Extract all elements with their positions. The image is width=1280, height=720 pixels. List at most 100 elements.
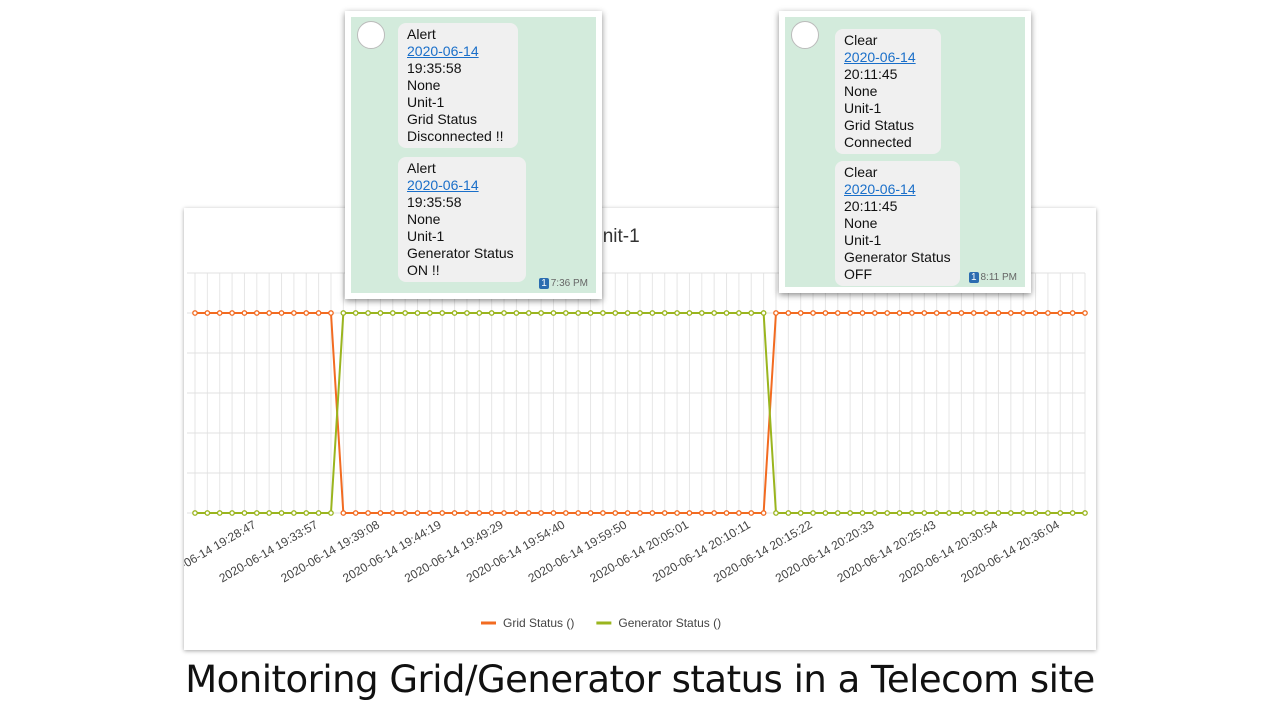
point [402, 510, 408, 516]
point [1082, 310, 1088, 316]
message-line: None [844, 215, 878, 231]
point [661, 510, 668, 516]
message-line: Grid Status [407, 111, 478, 127]
point [958, 310, 965, 316]
point [1057, 310, 1064, 316]
point [612, 510, 619, 516]
point [797, 310, 804, 316]
message-line: 2020-06-14 [844, 49, 916, 65]
point [340, 310, 347, 316]
point [970, 310, 977, 316]
point [1032, 310, 1039, 316]
point [773, 310, 779, 316]
point [266, 510, 273, 516]
point [859, 510, 866, 516]
point [921, 310, 928, 316]
message-popup: Clear 2020-06-14 20:11:45 None Unit-1 Grid St… [779, 11, 1031, 293]
point [229, 310, 235, 316]
point [1069, 310, 1076, 316]
point [575, 510, 582, 516]
message-line: 20:11:45 [844, 66, 898, 82]
point [587, 510, 594, 516]
point [859, 310, 866, 316]
point [377, 510, 384, 516]
point [427, 310, 433, 316]
point [1020, 510, 1027, 516]
point [365, 510, 371, 516]
message-line: Generator Status [844, 249, 951, 265]
point [562, 310, 569, 316]
point [315, 510, 322, 516]
point [278, 510, 285, 516]
point [525, 510, 532, 516]
point [291, 310, 297, 316]
point [847, 510, 853, 516]
point [661, 310, 668, 316]
point [674, 510, 680, 516]
message-line: Unit-1 [407, 94, 445, 110]
message-line: 2020-06-14 [844, 181, 916, 197]
message-line: 2020-06-14 [407, 177, 479, 193]
message-line: None [407, 77, 441, 93]
point [229, 510, 235, 516]
point [748, 310, 755, 316]
point [439, 510, 446, 516]
point [600, 310, 606, 316]
point [253, 310, 260, 316]
point [488, 310, 495, 316]
timestamp: 1 8:11 PM [968, 272, 1017, 283]
point [192, 510, 198, 516]
message-line: Unit-1 [407, 228, 445, 244]
point [711, 510, 718, 516]
point [946, 510, 952, 516]
point [1057, 510, 1064, 516]
point [340, 510, 347, 516]
point [983, 510, 989, 516]
point [686, 310, 693, 316]
point [995, 510, 1002, 516]
point [192, 310, 198, 316]
point [896, 310, 903, 316]
point [451, 310, 458, 316]
legend-label: Generator Status () [618, 616, 721, 630]
message-line: Clear [844, 32, 878, 48]
point [204, 510, 211, 516]
message-line: Alert [407, 160, 436, 176]
point [562, 510, 569, 516]
point [1082, 510, 1088, 516]
point [736, 510, 742, 516]
point [303, 510, 310, 516]
point [723, 510, 730, 516]
point [216, 510, 223, 516]
point [1069, 510, 1076, 516]
point [649, 510, 656, 516]
message-line: Grid Status [844, 117, 915, 133]
point [538, 510, 544, 516]
point [501, 510, 507, 516]
point [698, 310, 705, 316]
message-line: Alert [407, 26, 436, 42]
point [538, 310, 544, 316]
point [909, 310, 915, 316]
point [278, 310, 285, 316]
point [995, 310, 1002, 316]
message-popup: Alert 2020-06-14 19:35:58 None Unit-1 Grid St… [345, 11, 602, 299]
message-bubble: Alert 2020-06-14 19:35:58 None Unit-1 Generat… [398, 157, 526, 282]
message-line: Clear [844, 164, 878, 180]
message-line: Generator Status [407, 245, 514, 261]
point [587, 310, 594, 316]
point [637, 510, 643, 516]
point [476, 510, 483, 516]
point [1045, 510, 1051, 516]
point [810, 510, 816, 516]
caption: Monitoring Grid/Generator status in a Te… [185, 658, 1095, 701]
point [241, 310, 248, 316]
point [389, 310, 396, 316]
message-line: None [407, 211, 441, 227]
point [686, 510, 693, 516]
point [921, 510, 928, 516]
point [501, 310, 507, 316]
point [884, 310, 891, 316]
point [464, 510, 470, 516]
